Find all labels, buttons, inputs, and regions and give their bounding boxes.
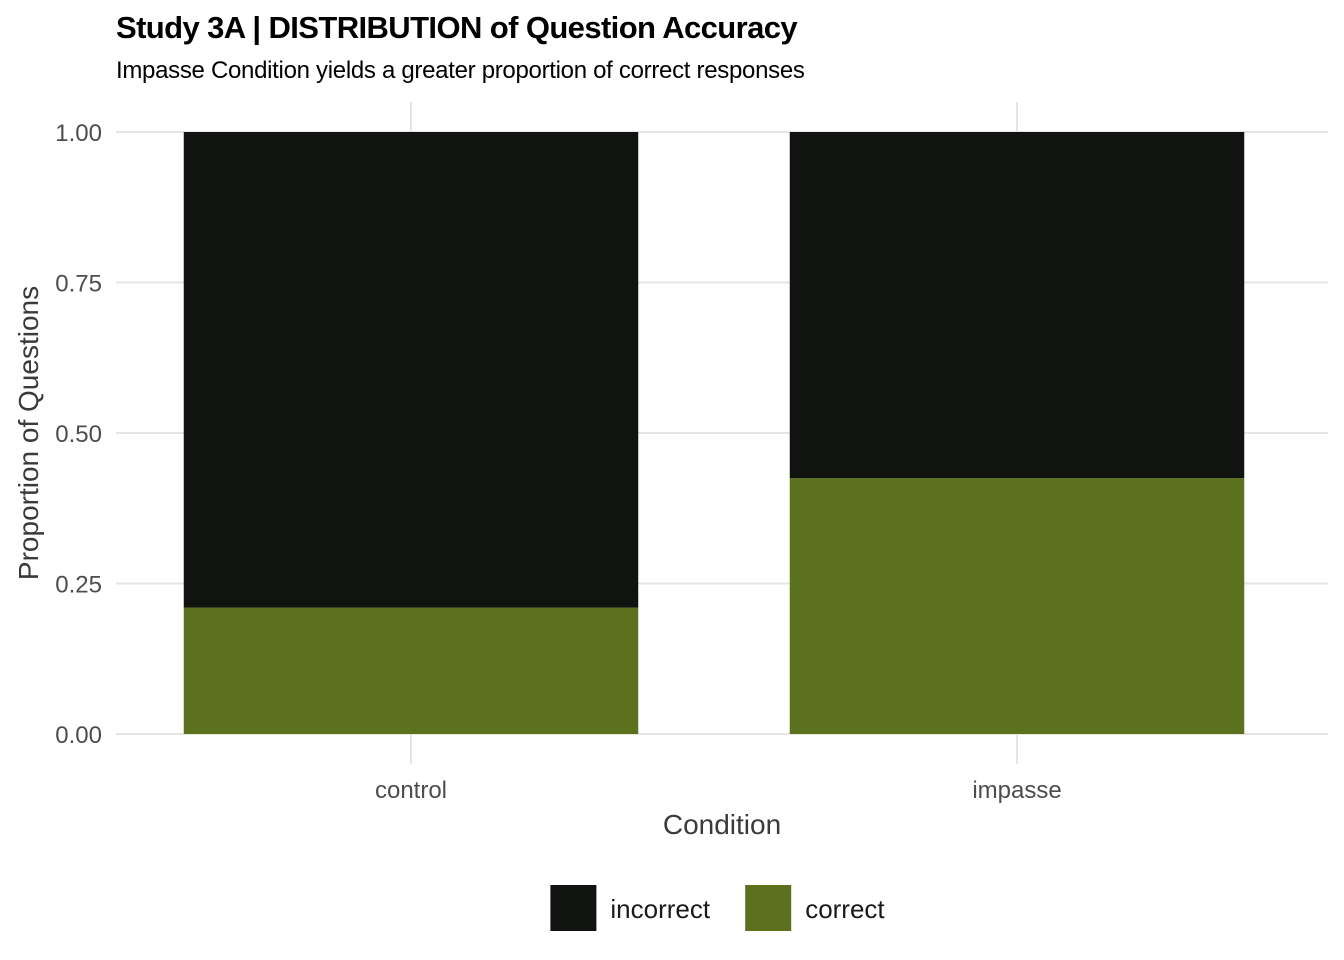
x-tick-label: control	[375, 777, 447, 804]
x-axis-ticks: control impasse	[375, 777, 1062, 804]
legend-label-correct: correct	[805, 894, 885, 924]
chart-subtitle: Impasse Condition yields a greater propo…	[116, 57, 805, 84]
y-axis-title: Proportion of Questions	[13, 286, 44, 580]
bar-segment-incorrect-impasse	[789, 132, 1245, 479]
legend-key-incorrect	[550, 885, 597, 931]
legend: incorrect correct	[550, 885, 885, 931]
y-axis-ticks: 0.00 0.25 0.50 0.75 1.00	[55, 120, 102, 749]
legend-label-incorrect: incorrect	[610, 894, 710, 924]
bar-segment-incorrect-control	[183, 132, 639, 608]
legend-key-correct	[745, 885, 792, 931]
chart-title: Study 3A | DISTRIBUTION of Question Accu…	[116, 10, 798, 45]
y-tick-label: 1.00	[55, 120, 102, 147]
bars	[183, 132, 1245, 734]
x-axis-title: Condition	[663, 809, 781, 840]
bar-segment-correct-control	[183, 607, 639, 734]
x-tick-label: impasse	[972, 777, 1061, 804]
y-tick-label: 0.50	[55, 421, 102, 448]
y-tick-label: 0.00	[55, 722, 102, 749]
y-tick-label: 0.75	[55, 271, 102, 298]
bar-segment-correct-impasse	[789, 478, 1245, 734]
y-tick-label: 0.25	[55, 572, 102, 599]
